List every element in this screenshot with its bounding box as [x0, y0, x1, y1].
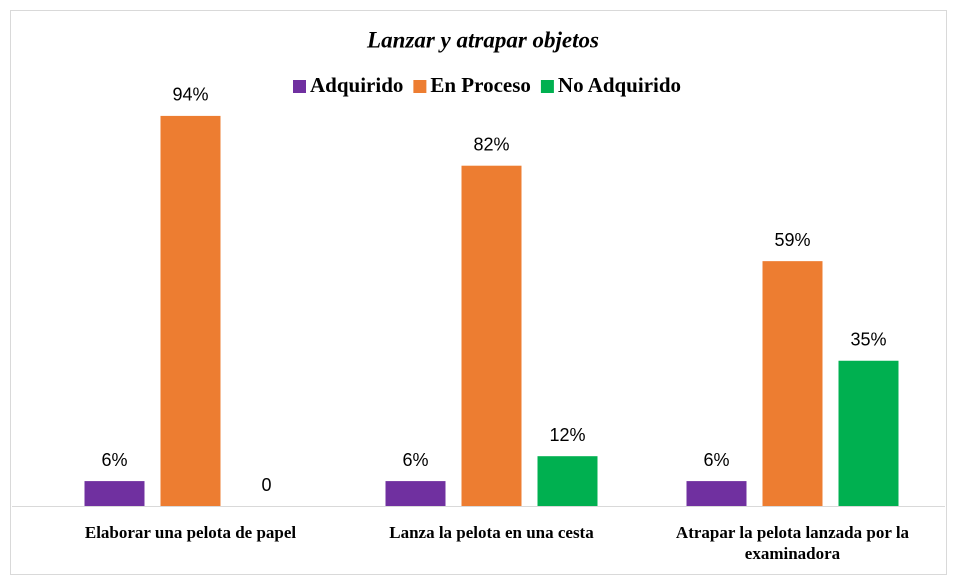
- bar: [160, 115, 221, 507]
- legend-label: Adquirido: [310, 73, 403, 97]
- bar: [537, 456, 598, 506]
- bar: [84, 481, 145, 506]
- data-label: 59%: [774, 230, 810, 250]
- legend-swatch: [540, 80, 554, 93]
- bar: [838, 360, 899, 506]
- x-tick-label: Elaborar una pelota de papel: [84, 523, 297, 542]
- bar: [385, 481, 446, 506]
- data-label: 6%: [402, 450, 428, 470]
- bar: [461, 165, 522, 506]
- legend-label: No Adquirido: [558, 73, 681, 97]
- data-label: 35%: [850, 330, 886, 350]
- data-label: 94%: [172, 85, 208, 105]
- x-tick-label: Atrapar la pelota lanzada por la examina…: [675, 523, 910, 563]
- data-label: 82%: [473, 134, 509, 154]
- data-label: 12%: [549, 425, 585, 445]
- legend-label: En Proceso: [430, 73, 531, 97]
- x-tick-label: Lanza la pelota en una cesta: [389, 523, 594, 542]
- bar: [762, 261, 823, 506]
- legend-swatch: [293, 80, 306, 93]
- data-label: 0: [261, 475, 271, 495]
- bar: [686, 481, 747, 506]
- legend-swatch: [413, 80, 427, 93]
- data-label: 6%: [703, 450, 729, 470]
- chart-title: Lanzar y atrapar objetos: [366, 27, 599, 52]
- data-label: 6%: [101, 450, 127, 470]
